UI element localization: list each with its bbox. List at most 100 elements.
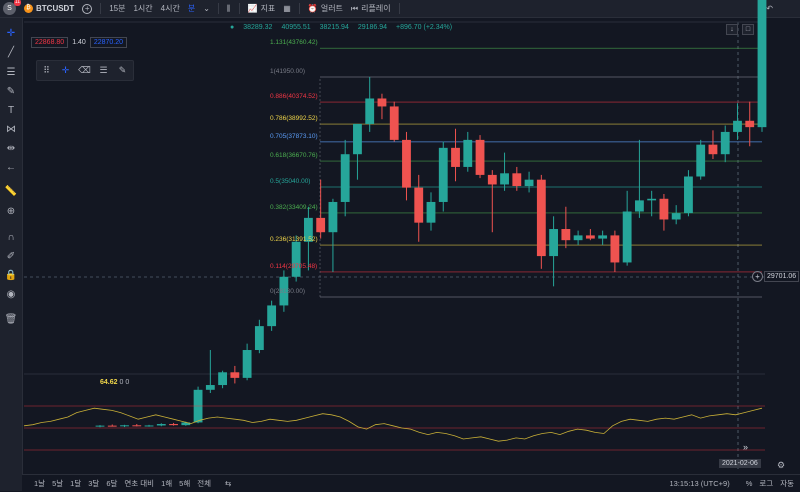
fib-label-7: 0.382(33409.24)	[270, 203, 318, 211]
range-all[interactable]: 전체	[197, 479, 212, 488]
range-1d[interactable]: 1날	[34, 479, 46, 488]
candle-body-14	[267, 305, 277, 327]
alert-button[interactable]: ⏰ 얼러트	[308, 3, 343, 14]
trendline-icon: ╱	[7, 46, 15, 58]
fib-label-0: 1.131(43760.42)	[270, 39, 318, 47]
candle-body-27	[426, 201, 436, 223]
back-tool[interactable]: ←	[0, 158, 22, 176]
eraser-icon[interactable]: ⌫	[78, 65, 91, 75]
alert-label: 얼러트	[320, 4, 343, 13]
candles-icon: ⫼	[226, 3, 231, 13]
range-1m[interactable]: 1달	[70, 479, 82, 488]
candle-body-51	[720, 131, 730, 155]
candle-body-37	[549, 229, 559, 257]
current-price-tag: 29701.06	[764, 271, 800, 282]
compare-button[interactable]: +	[82, 3, 93, 14]
replay-icon: ⏮	[350, 3, 359, 13]
candle-body-45	[647, 198, 657, 201]
drag-handle-icon[interactable]: ⠿	[43, 65, 50, 75]
channel-tool[interactable]: ☰	[0, 63, 22, 81]
candle-body-11	[230, 372, 240, 378]
scroll-to-realtime-button[interactable]: »	[743, 442, 748, 452]
range-1y[interactable]: 1해	[161, 479, 173, 488]
add-alert-button[interactable]: +	[752, 271, 763, 282]
range-3m[interactable]: 3달	[88, 479, 100, 488]
notification-badge: 11	[13, 0, 21, 6]
candle-body-30	[463, 139, 473, 167]
ohlc-open: 38289.32	[243, 24, 273, 31]
candle-body-28	[438, 147, 448, 202]
avatar[interactable]: S 11	[3, 0, 21, 15]
double-chevron-right-icon: »	[743, 442, 749, 452]
clock-time[interactable]: 13:15:13 (UTC+9)	[669, 479, 730, 488]
delete-tool[interactable]: 🗑	[0, 310, 22, 328]
pattern-tool[interactable]: ⋈	[0, 120, 22, 138]
eye-icon: ◉	[6, 288, 16, 300]
timeframe-1h[interactable]: 1시간	[133, 4, 153, 13]
maximize-icon[interactable]: □	[742, 24, 754, 35]
percent-toggle[interactable]: %	[745, 479, 753, 488]
ohlc-close: 29186.94	[357, 24, 388, 31]
candle-body-34	[512, 173, 522, 187]
calendar-icon: ⇆	[225, 479, 232, 488]
timeframe-15m[interactable]: 15분	[109, 4, 126, 13]
range-5y[interactable]: 5해	[179, 479, 191, 488]
trendline-tool[interactable]: ╱	[0, 43, 22, 61]
candle-body-21	[353, 123, 362, 155]
fib-label-8: 0.236(31391.52)	[270, 236, 318, 244]
measure-range-tool[interactable]: ⇹	[0, 139, 22, 157]
lock-tool[interactable]: 🔒	[0, 266, 22, 284]
candle-body-31	[475, 139, 485, 175]
timeframe-custom[interactable]: 분	[187, 4, 196, 13]
candle-body-3	[132, 425, 142, 427]
range-ytd[interactable]: 연초 대비	[124, 479, 155, 488]
log-toggle[interactable]: 로그	[759, 479, 774, 488]
candle-body-25	[402, 139, 411, 188]
replay-button[interactable]: ⏮ 리플레이	[351, 3, 391, 14]
indicators-icon: 📈	[247, 4, 258, 13]
order-inputs: 22868.80 1.40 22870.20	[31, 37, 128, 48]
text-tool[interactable]: T	[0, 101, 22, 119]
lock-drawing-tool[interactable]: ✐	[0, 247, 22, 265]
pen-icon[interactable]: ✎	[118, 65, 127, 75]
magnet-tool[interactable]: ∩	[0, 228, 22, 246]
collapse-icon[interactable]: ↓	[726, 24, 738, 35]
candle-body-33	[500, 173, 509, 185]
floating-drawing-toolbar: ⠿ ✛ ⌫ ☰ ✎	[36, 60, 134, 81]
timeframe-dropdown[interactable]: ⌄	[203, 4, 210, 13]
arrow-left-icon: ←	[6, 161, 16, 173]
chevron-down-icon: ⌄	[203, 4, 210, 13]
fib-label-2: 0.886(40374.52)	[270, 93, 318, 101]
auto-toggle[interactable]: 자동	[780, 479, 794, 488]
crosshair-icon[interactable]: ✛	[61, 65, 70, 75]
settings-button[interactable]: ⚙	[777, 460, 785, 471]
rsi-group	[23, 405, 765, 451]
channel-icon: ☰	[6, 66, 16, 78]
undo-button[interactable]: ↶	[766, 4, 773, 13]
timeframe-4h[interactable]: 4시간	[160, 4, 180, 13]
chart-grid	[24, 21, 765, 470]
symbol-selector[interactable]: ₿ BTCUSDT	[24, 4, 74, 13]
fib-label-10: 0(28130.00)	[270, 288, 306, 295]
price-input-blue[interactable]: 22870.20	[89, 37, 128, 48]
rsi-extra-2: 0	[125, 379, 130, 386]
indicators-button[interactable]: 📈 지표	[248, 3, 276, 14]
price-input-red[interactable]: 22868.80	[31, 37, 69, 48]
ruler-tool[interactable]: 📏	[0, 182, 22, 200]
trash-icon: 🗑	[4, 313, 18, 325]
hide-tool[interactable]: ◉	[0, 285, 22, 303]
chart-type-button[interactable]: ⫼	[227, 4, 231, 14]
fib-label-9: 0.114(29705.48)	[270, 262, 318, 270]
candle-body-7	[181, 422, 191, 426]
candles-group	[95, 0, 767, 428]
range-5d[interactable]: 5날	[52, 479, 64, 488]
lines-icon[interactable]: ☰	[99, 65, 108, 75]
range-6m[interactable]: 6달	[106, 479, 118, 488]
bottom-toolbar: 1날 5날 1달 3달 6달 연초 대비 1해 5해 전체 ⇆ 13:15:13…	[22, 474, 800, 492]
crosshair-tool[interactable]: ✛	[0, 24, 22, 42]
zoom-tool[interactable]: ⊕	[0, 202, 22, 220]
brush-tool[interactable]: ✎	[0, 82, 22, 100]
goto-date-button[interactable]: ⇆	[225, 479, 231, 488]
templates-button[interactable]: ▦	[283, 4, 291, 13]
